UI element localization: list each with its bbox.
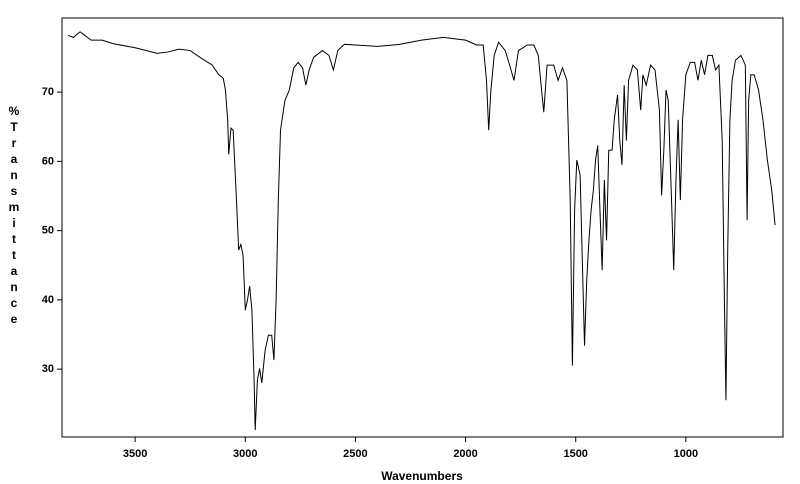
x-axis-title: Wavenumbers <box>381 469 463 483</box>
y-tick-label: 70 <box>42 86 54 98</box>
x-tick-label: 3500 <box>123 448 147 460</box>
y-tick-label: 60 <box>42 155 54 167</box>
x-tick-label: 2000 <box>453 448 477 460</box>
x-tick-label: 1500 <box>563 448 587 460</box>
x-tick-label: 1000 <box>674 448 698 460</box>
x-tick-label: 2500 <box>343 448 367 460</box>
y-tick-label: 40 <box>42 294 54 306</box>
x-tick-label: 3000 <box>233 448 257 460</box>
spectrum-line <box>67 31 776 431</box>
y-tick-label: 30 <box>42 363 54 375</box>
y-tick-label: 50 <box>42 225 54 237</box>
plot-frame <box>61 17 784 438</box>
